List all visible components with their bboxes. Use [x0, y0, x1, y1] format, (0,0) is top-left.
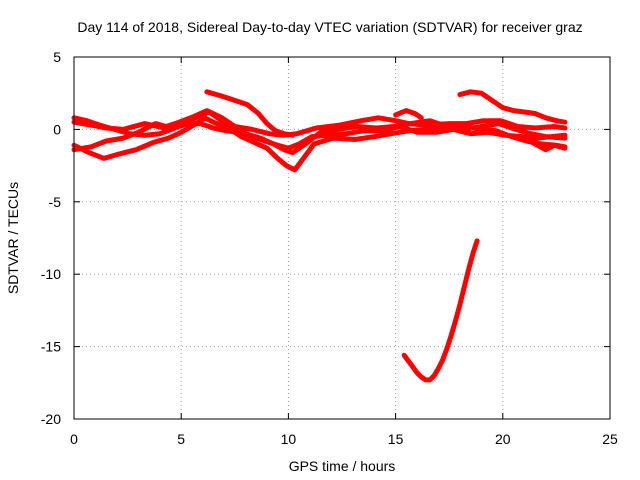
y-tick-label: -5 [49, 194, 62, 210]
x-tick-label: 10 [281, 431, 297, 447]
plot-frame [73, 56, 611, 420]
series-trace-9 [401, 238, 480, 383]
series-trace-5 [204, 89, 296, 138]
chart-title: Day 114 of 2018, Sidereal Day-to-day VTE… [77, 19, 582, 35]
data-traces [71, 89, 568, 383]
axis-ticks [73, 56, 611, 420]
series-trace-7 [457, 89, 568, 125]
x-tick-label: 5 [177, 431, 185, 447]
grid [74, 57, 610, 419]
y-tick-label: 0 [53, 121, 61, 137]
y-tick-label: 5 [53, 49, 61, 65]
x-tick-labels: 0 5 10 15 20 25 [70, 431, 618, 447]
y-axis-label: SDTVAR / TECUs [5, 182, 21, 294]
y-tick-label: -10 [41, 266, 61, 282]
x-tick-label: 15 [388, 431, 404, 447]
y-tick-label: -20 [41, 411, 61, 427]
x-tick-label: 20 [495, 431, 511, 447]
series-trace-6 [393, 108, 424, 121]
x-tick-label: 25 [602, 431, 618, 447]
x-tick-label: 0 [70, 431, 78, 447]
y-tick-label: -15 [41, 339, 61, 355]
x-axis-label: GPS time / hours [289, 458, 396, 474]
y-tick-labels: 5 0 -5 -10 -15 -20 [41, 49, 61, 427]
series-trace-4 [71, 115, 568, 151]
series-trace-8 [521, 135, 568, 153]
series-trace-3 [71, 108, 568, 156]
series-trace-2 [71, 115, 568, 173]
